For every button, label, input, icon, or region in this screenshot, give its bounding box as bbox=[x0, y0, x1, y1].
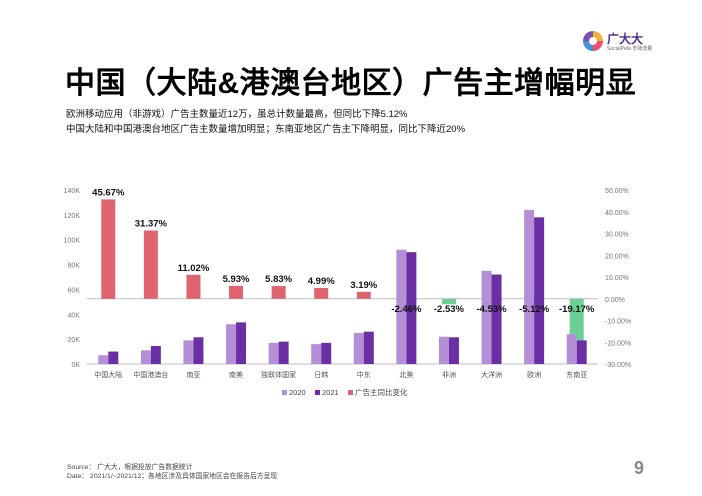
growth-data-label: 3.19% bbox=[350, 280, 377, 291]
source-note: Source： 广大大，根据投放广告数据统计 bbox=[67, 464, 193, 471]
x-category-label: 东南亚 bbox=[566, 370, 587, 379]
bar-2020 bbox=[98, 355, 109, 364]
y-left-tick-label: 80K bbox=[68, 263, 81, 270]
y-left-tick-label: 60K bbox=[68, 287, 81, 294]
growth-data-label: 31.37% bbox=[135, 219, 168, 230]
growth-bar bbox=[186, 274, 201, 299]
x-category-label: 日韩 bbox=[314, 370, 328, 379]
growth-bar bbox=[101, 199, 116, 299]
x-category-label: 非洲 bbox=[442, 370, 456, 379]
y-right-tick-label: -10.00% bbox=[605, 319, 631, 326]
date-note: Date： 2021/1/~2021/12；各地区涉及具体国家地区会在报告后方呈… bbox=[67, 473, 278, 480]
y-right-tick-label: 40.00% bbox=[605, 210, 629, 217]
bar-2020 bbox=[353, 332, 364, 364]
bar-2020 bbox=[268, 342, 279, 364]
bar-2021 bbox=[321, 342, 332, 364]
growth-data-label: -2.53% bbox=[434, 304, 465, 315]
x-category-label: 中国大陆 bbox=[94, 370, 122, 379]
growth-bar bbox=[229, 285, 244, 299]
growth-bar bbox=[143, 230, 158, 299]
x-category-label: 独联体国家 bbox=[261, 370, 296, 379]
legend-swatch bbox=[348, 390, 353, 395]
y-left-tick-label: 100K bbox=[64, 238, 81, 245]
bar-2020 bbox=[481, 270, 492, 364]
growth-bar bbox=[569, 298, 584, 341]
y-right-tick-label: 30.00% bbox=[605, 232, 629, 239]
page-title: 中国（大陆&港澳台地区）广告主增幅明显 bbox=[65, 67, 637, 100]
growth-data-label: 5.93% bbox=[223, 274, 250, 285]
brand-logo-icon bbox=[583, 31, 603, 51]
bar-2021 bbox=[448, 337, 459, 364]
y-right-tick-label: 0.00% bbox=[605, 297, 625, 304]
growth-data-label: -4.53% bbox=[476, 304, 507, 315]
bar-2021 bbox=[150, 345, 161, 364]
brand-name: 广大大 bbox=[607, 32, 644, 46]
bar-2020 bbox=[140, 350, 151, 364]
y-left-tick-label: 120K bbox=[64, 213, 81, 220]
y-right-tick-label: 20.00% bbox=[605, 253, 629, 260]
bar-2020 bbox=[226, 324, 237, 364]
bar-2021 bbox=[278, 341, 289, 364]
bar-2021 bbox=[363, 331, 374, 364]
y-right-tick-label: 50.00% bbox=[605, 188, 629, 195]
growth-bar bbox=[441, 298, 456, 305]
bar-2021 bbox=[236, 322, 247, 364]
bar-2020 bbox=[396, 249, 407, 364]
bar-2021 bbox=[193, 337, 204, 364]
growth-data-label: 4.99% bbox=[308, 276, 335, 287]
bar-2020 bbox=[524, 209, 535, 364]
x-category-label: 中东 bbox=[357, 370, 371, 379]
growth-bar bbox=[356, 291, 371, 299]
x-category-label: 欧洲 bbox=[527, 370, 541, 379]
bar-2020 bbox=[566, 334, 577, 364]
bar-2021 bbox=[108, 351, 119, 364]
bar-2021 bbox=[491, 274, 502, 364]
x-category-label: 大洋洲 bbox=[481, 370, 502, 379]
y-right-tick-label: -20.00% bbox=[605, 340, 631, 347]
bar-2021 bbox=[534, 217, 545, 364]
bar-2020 bbox=[438, 336, 449, 364]
growth-bar bbox=[271, 286, 286, 299]
bar-2021 bbox=[406, 252, 417, 364]
y-right-tick-label: -30.00% bbox=[605, 362, 631, 369]
bar-2020 bbox=[183, 340, 194, 364]
x-category-label: 南亚 bbox=[186, 370, 200, 379]
growth-bar bbox=[314, 287, 329, 299]
growth-data-label: -5.12% bbox=[519, 304, 550, 315]
brand-logo: 广大大 SocialPeta 市场流量 bbox=[583, 30, 663, 54]
growth-data-label: 11.02% bbox=[178, 263, 210, 274]
y-left-tick-label: 140K bbox=[64, 188, 81, 195]
legend-swatch bbox=[315, 390, 320, 395]
legend-swatch bbox=[282, 390, 287, 395]
x-category-label: 南美 bbox=[229, 370, 243, 379]
y-right-tick-label: 10.00% bbox=[605, 275, 629, 282]
subtitle-1: 欧洲移动应用（非游戏）广告主数量近12万，虽总计数量最高，但同比下降5.12% bbox=[66, 109, 408, 120]
growth-data-label: 5.83% bbox=[265, 274, 292, 285]
legend-label: 广告主同比变化 bbox=[355, 387, 408, 397]
bar-2021 bbox=[576, 340, 587, 364]
brand-subname: SocialPeta 市场流量 bbox=[607, 46, 653, 52]
growth-data-label: 45.67% bbox=[92, 187, 125, 198]
x-category-label: 北美 bbox=[399, 370, 413, 379]
y-left-tick-label: 0K bbox=[71, 362, 80, 369]
growth-data-label: -19.17% bbox=[559, 304, 595, 315]
y-left-tick-label: 20K bbox=[68, 337, 81, 344]
page-number: 9 bbox=[634, 458, 645, 478]
legend-label: 2020 bbox=[289, 388, 306, 397]
subtitle-2: 中国大陆和中国港澳台地区广告主数量增加明显；东南亚地区广告主下降明显，同比下降近… bbox=[66, 124, 466, 135]
x-category-label: 中国港澳台 bbox=[133, 370, 168, 379]
bar-2020 bbox=[311, 344, 322, 364]
legend-label: 2021 bbox=[322, 388, 339, 397]
growth-data-label: -2.46% bbox=[391, 304, 422, 315]
y-left-tick-label: 40K bbox=[68, 312, 81, 319]
